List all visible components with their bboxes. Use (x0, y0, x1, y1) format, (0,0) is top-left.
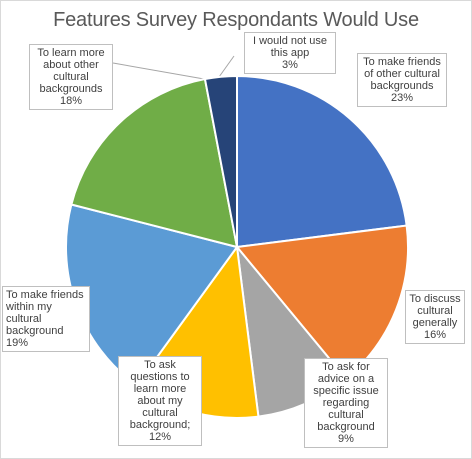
leader-line (218, 55, 235, 78)
data-label-discuss-cultural: To discuss cultural generally 16% (405, 290, 465, 344)
slice-percent: 19% (6, 337, 29, 349)
slice-percent: 12% (148, 431, 172, 443)
slice-percent: 9% (338, 433, 354, 445)
data-label-ask-questions: To ask questions to learn more about my … (118, 356, 202, 446)
leader-lines (112, 55, 235, 80)
slice-label: To make friends within my cultural backg… (6, 289, 84, 337)
slice-label: To make friends of other cultural backgr… (363, 56, 441, 92)
slice-learn-other (70, 77, 239, 249)
slice-label: To ask for advice on a specific issue re… (313, 361, 379, 433)
chart-title: Features Survey Respondants Would Use (53, 9, 419, 31)
data-label-make-friends-other-cultures: To make friends of other cultural backgr… (357, 53, 447, 107)
slice-label: To ask questions to learn more about my … (129, 359, 191, 431)
slice-label: To learn more about other cultural backg… (37, 47, 105, 95)
data-label-learn-other-cultures: To learn more about other cultural backg… (29, 44, 113, 110)
data-label-ask-advice: To ask for advice on a specific issue re… (304, 358, 388, 448)
slice-percent: 23% (390, 92, 414, 104)
slice-not-use (203, 74, 238, 248)
data-label-make-friends-within: To make friends within my cultural backg… (2, 286, 90, 352)
leader-line (112, 62, 205, 80)
slice-friends-other (236, 74, 408, 249)
slice-label: To discuss cultural generally (409, 293, 461, 329)
slice-percent: 18% (59, 95, 83, 107)
slice-label: I would not use this app (253, 35, 327, 59)
slice-percent: 16% (423, 329, 447, 341)
data-label-would-not-use: I would not use this app 3% (244, 32, 336, 74)
slice-percent: 3% (282, 59, 298, 71)
